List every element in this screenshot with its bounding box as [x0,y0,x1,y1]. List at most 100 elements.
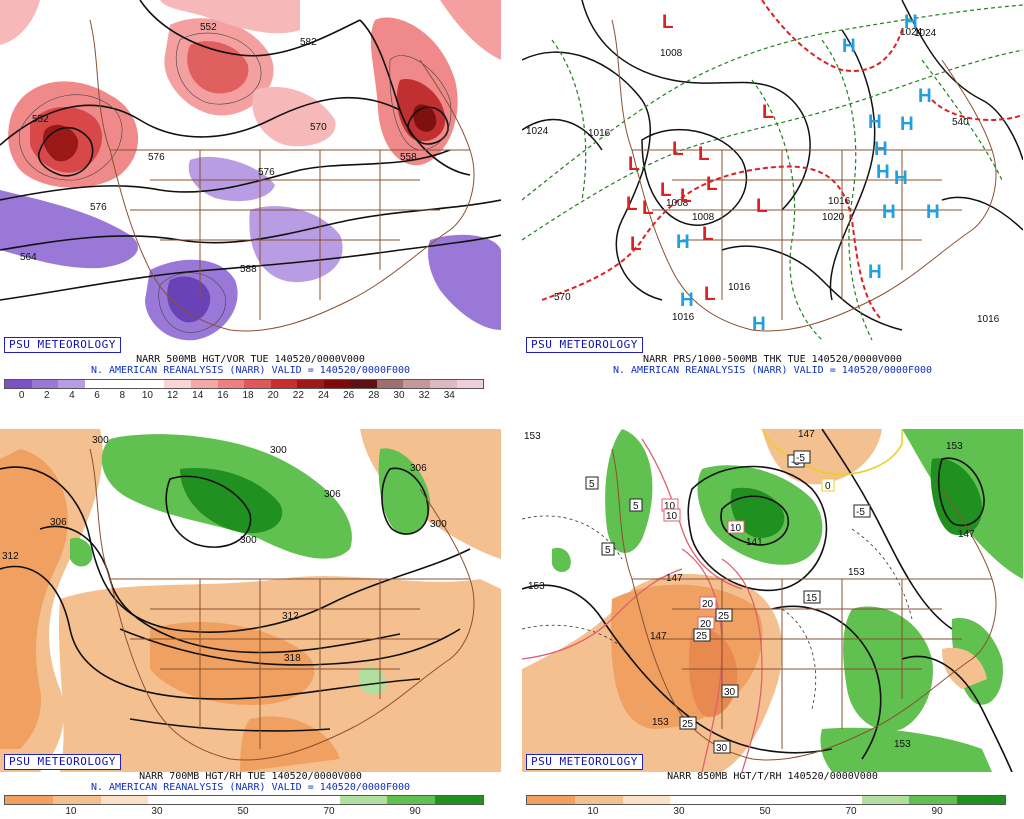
contour-label: 153 [946,441,963,452]
colorbar-swatch [291,796,340,804]
svg-text:0: 0 [825,481,831,492]
colorbar-tick-label: 12 [166,390,179,401]
high-pressure-center: H [918,86,932,107]
colorbar-swatch [244,380,271,388]
colorbar-swatch [387,796,436,804]
temperature-contours [522,515,913,710]
thickness-contours [522,4,1023,341]
moist-region [605,429,653,553]
high-pressure-center: H [842,36,856,57]
low-pressure-center: L [706,174,718,195]
height-contour [139,0,361,57]
height-contours [0,0,501,301]
contour-label: 300 [270,445,287,456]
colorbar-swatch [765,796,814,804]
svg-text:30: 30 [716,743,728,754]
svg-text:-5: -5 [856,507,865,518]
contour-label: 300 [430,519,447,530]
high-pressure-center: H [894,168,908,189]
colorbar-ticks: 10 30 50 70 90 [4,806,482,818]
contour-label: 552 [32,114,49,125]
temp-box: 20 [697,616,715,630]
height-contour [938,457,985,527]
contour-label: 1008 [692,212,715,223]
colorbar-swatch [323,380,351,388]
colorbar-swatch [196,796,244,804]
height-contour [129,718,331,732]
panel-700mb-rh: 300 300 306 306 306 300 312 300 312 318 … [0,409,501,819]
moist-region [180,468,283,534]
low-pressure-center: L [626,194,638,215]
colorbar-tick-label: 20 [267,390,279,401]
colorbar-tick-label: 30 [393,390,405,401]
isobar [721,245,903,331]
height-contour [359,19,471,176]
contour-label: 576 [148,152,165,163]
isobar [829,29,876,301]
contour-label: 552 [200,22,217,33]
height-contour [381,467,429,535]
height-contours [522,429,1013,772]
height-contour [119,628,461,666]
colorbar-swatch [909,796,958,804]
height-contour [720,495,790,546]
colorbar-tick-label: 14 [192,390,204,401]
caption-line-2: N. AMERICAN REANALYSIS (NARR) VALID = 14… [90,782,411,793]
dry-region [150,621,315,705]
low-pressure-center: L [762,102,774,123]
colorbar-tick-label: 26 [343,390,355,401]
low-pressure-center: L [660,180,672,201]
colorbar-tick-label: 70 [323,806,335,817]
contour-label: 570 [554,292,571,303]
high-pressure-center: H [904,12,918,33]
svg-text:25: 25 [682,719,694,730]
colorbar-ticks: 10 30 50 70 90 [526,806,1004,818]
colorbar-swatch [100,796,149,804]
dry-region [762,429,882,485]
contour-label: 588 [240,264,257,275]
low-pressure-center: L [672,139,684,160]
colorbar-swatch [813,796,862,804]
vorticity-region [160,0,300,34]
colorbar-swatch [84,380,112,388]
colorbar-tick-label: 10 [141,390,153,401]
colorbar-swatch [435,796,483,804]
map-canvas-rh850: 147 153 141 147 153 153 147 153 153 147 … [522,429,1023,772]
zero-isotherm [761,429,903,476]
temp-box: 5 [585,476,599,490]
panel-pressure-thickness: 1024 1008 1016 1008 1016 1024 1016 1016 … [522,0,1023,410]
caption-line-1: NARR 850MB HGT/T/RH 140520/0000V000 [667,771,878,782]
contour-label: 153 [652,717,669,728]
temp-box: 10 [727,520,745,534]
contour-label: 312 [282,611,299,622]
height-contour [522,584,833,754]
moist-region [820,727,992,772]
temp-box: 5 [629,498,643,512]
high-pressure-center: H [874,139,888,160]
high-pressure-center: H [676,232,690,253]
contour-label: 153 [848,567,865,578]
colorbar-tick-label: 70 [845,806,857,817]
colorbar-swatch [456,380,484,388]
isobar [522,118,603,151]
map-pressure-thickness: 1024 1008 1016 1008 1016 1024 1016 1016 … [522,0,1023,343]
temp-box: 5 [601,542,615,556]
colorbar-swatch [5,380,32,388]
dry-region [0,449,68,749]
colorbar-tick-label: 32 [418,390,430,401]
height-contour [0,565,421,700]
colorbar-swatch [164,380,191,388]
isobars [522,0,1023,331]
colorbar-tick-label: 22 [292,390,304,401]
svg-text:-5: -5 [796,453,805,464]
height-contour [39,525,401,654]
caption-line-1: NARR PRS/1000-500MB THK TUE 140520/0000V… [643,354,902,365]
svg-text:30: 30 [724,687,736,698]
low-pressure-center: L [704,284,716,305]
contour-label: 1016 [828,196,851,207]
isobar [901,0,1023,161]
contour-label: 147 [650,631,667,642]
contour-label: 1024 [900,27,923,38]
svg-text:15: 15 [806,593,818,604]
contour-label: 564 [20,252,37,263]
